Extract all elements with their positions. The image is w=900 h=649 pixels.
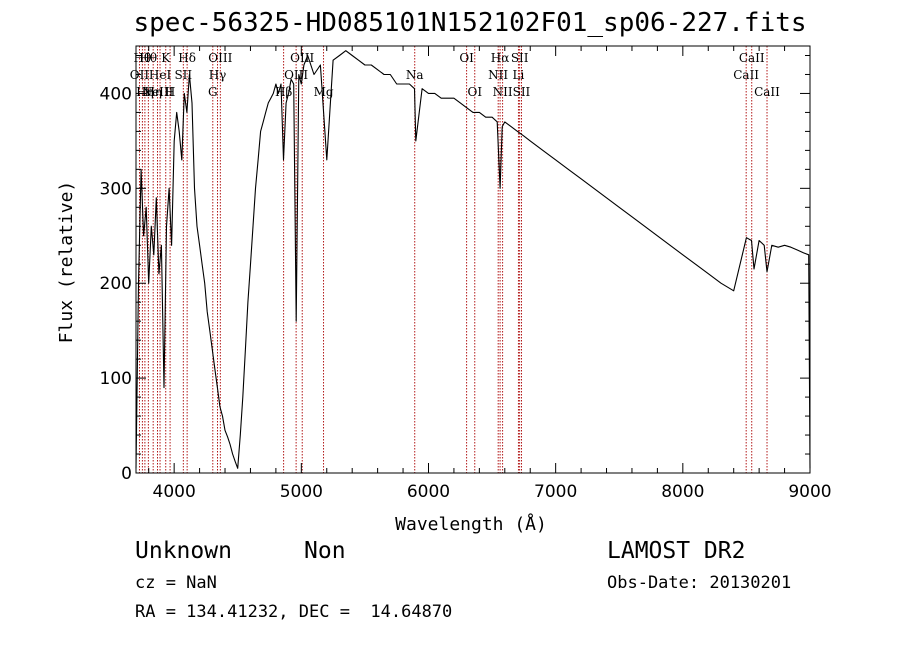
line-label-0: OII <box>130 68 150 82</box>
chart-title: spec-56325-HD085101N152102F01_sp06-227.f… <box>133 8 807 38</box>
line-label-6: HeI <box>149 68 172 82</box>
observation-date: Obs-Date: 20130201 <box>607 573 792 593</box>
line-label-21: NII <box>488 68 508 82</box>
line-label-7: K <box>161 51 171 65</box>
line-label-9: SII <box>174 68 192 82</box>
line-label-15: OIII <box>284 68 308 82</box>
line-label-28: CaII <box>739 51 765 65</box>
survey-name: LAMOST DR2 <box>607 538 746 564</box>
y-tick-label-1: 100 <box>100 369 132 389</box>
line-label-20: OI <box>467 85 482 99</box>
redshift-cz: cz = NaN <box>135 573 217 593</box>
line-label-23: NII <box>493 85 513 99</box>
x-tick-label-4: 8000 <box>661 482 704 502</box>
line-label-29: CaII <box>754 85 780 99</box>
line-label-24: Li <box>512 68 524 82</box>
line-label-18: Na <box>406 68 424 82</box>
line-label-13: OIII <box>208 51 232 65</box>
x-axis-label: Wavelength (Å) <box>395 513 547 535</box>
line-label-10: Hδ <box>178 51 196 65</box>
ra-dec-coordinates: RA = 134.41232, DEC = 14.64870 <box>135 602 453 622</box>
line-label-4: Hη <box>144 85 162 99</box>
x-tick-label-5: 9000 <box>788 482 831 502</box>
y-axis: 0 100 200 300 400 <box>100 54 810 484</box>
line-label-2: Hη <box>136 85 154 99</box>
y-axis-label: Flux (relative) <box>56 181 77 344</box>
x-tick-label-3: 7000 <box>534 482 577 502</box>
line-label-8: H <box>165 85 175 99</box>
line-label-16: OIII <box>290 51 314 65</box>
object-subclass: Non <box>304 538 346 564</box>
line-label-17: Mg <box>314 85 334 99</box>
line-label-1: Hθ <box>134 51 152 65</box>
line-label-22: Hα <box>491 51 510 65</box>
line-label-3: Hθ <box>139 51 157 65</box>
line-label-26: SII <box>513 85 531 99</box>
line-label-14: Hβ <box>275 85 292 99</box>
line-label-5: NeIII <box>142 85 174 99</box>
x-tick-label-2: 6000 <box>407 482 450 502</box>
line-label-27: CaII <box>733 68 759 82</box>
x-axis: 4000 5000 6000 7000 8000 9000 <box>148 46 832 502</box>
spectrum-series <box>135 50 811 469</box>
x-tick-label-0: 4000 <box>153 482 196 502</box>
line-label-11: G <box>208 85 218 99</box>
y-tick-label-2: 200 <box>100 274 132 294</box>
x-tick-label-1: 5000 <box>280 482 323 502</box>
line-label-19: OI <box>459 51 474 65</box>
plot-frame <box>135 45 811 474</box>
y-tick-label-0: 0 <box>121 464 132 484</box>
spectrum-line <box>135 50 811 469</box>
line-label-12: Hγ <box>209 68 227 82</box>
y-tick-label-3: 300 <box>100 179 132 199</box>
line-label-25: SII <box>511 51 529 65</box>
emission-line-markers <box>138 46 768 473</box>
y-tick-label-4: 400 <box>100 84 132 104</box>
object-class: Unknown <box>135 538 232 564</box>
